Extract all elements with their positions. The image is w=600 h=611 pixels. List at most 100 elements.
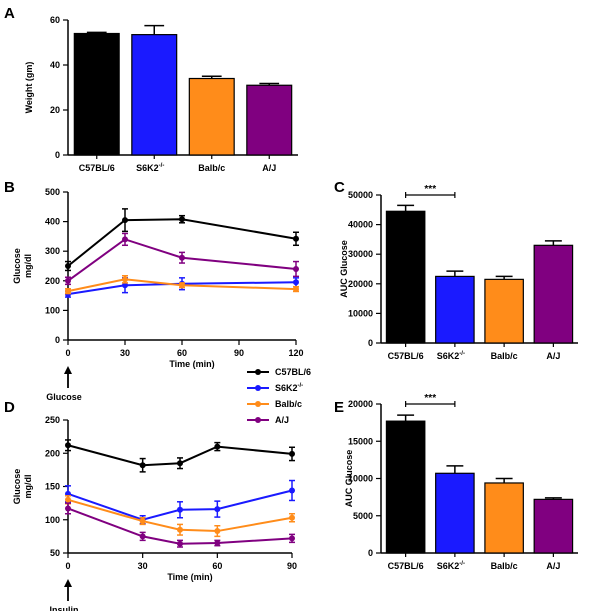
data-point-a-j xyxy=(122,236,128,243)
x-tick-label-a-j: A/J xyxy=(546,561,560,571)
y-axis-label: Glucose xyxy=(12,469,22,505)
data-point-s6k2 xyxy=(293,279,299,286)
data-point-balb-c xyxy=(177,526,183,533)
x-tick-label-120: 120 xyxy=(288,348,303,358)
y-tick-label-15000: 15000 xyxy=(348,436,373,446)
stimulus-arrow-head xyxy=(64,579,72,587)
bar-c57bl-6 xyxy=(385,210,426,344)
data-point-a-j xyxy=(293,265,299,272)
stimulus-label: Glucose xyxy=(46,392,82,402)
panel-d: D 50 100 150 200 250 0 30 60 90 Time (min) Glucose m… xyxy=(4,399,297,611)
series-line-c57bl-6 xyxy=(67,218,297,267)
data-point-a-j xyxy=(177,540,183,547)
y-tick-label-30000: 30000 xyxy=(348,249,373,259)
y-tick-label-0: 0 xyxy=(55,335,60,345)
data-point-balb-c xyxy=(65,288,71,295)
series-line-s6k2 xyxy=(67,281,297,296)
data-point-s6k2 xyxy=(214,506,221,513)
x-tick-label-c57bl-6: C57BL/6 xyxy=(388,561,424,571)
x-axis-label: Time (min) xyxy=(167,572,212,582)
x-tick-label-0: 0 xyxy=(65,348,70,358)
x-tick-label-s6k2: S6K2-/- xyxy=(437,561,465,571)
y-tick-label-0: 0 xyxy=(368,338,373,348)
data-point-s6k2 xyxy=(177,506,183,513)
legend-label-balb-c: Balb/c xyxy=(275,399,302,409)
legend-swatch-marker-balb-c xyxy=(255,401,261,407)
y-tick-label-20000: 20000 xyxy=(348,279,373,289)
panel-letter: C xyxy=(334,179,345,196)
y-axis-label: Weight (gm) xyxy=(24,62,34,114)
bar-a-j xyxy=(246,84,293,156)
x-tick-label-s6k2-superscript: -/- xyxy=(459,561,465,567)
y-tick-label-0: 0 xyxy=(55,150,60,160)
panel-e: E 0 5000 10000 15000 20000 AUC Glucose C57BL/6 S… xyxy=(334,393,578,571)
data-point-balb-c xyxy=(122,276,128,283)
x-tick-label-a-j: A/J xyxy=(262,163,276,173)
panel-letter: A xyxy=(4,5,15,22)
bar-balb-c xyxy=(484,278,524,344)
data-point-c57bl-6 xyxy=(65,442,71,449)
y-tick-label-5000: 5000 xyxy=(353,511,373,521)
significance-label: *** xyxy=(424,393,436,404)
panel-letter: E xyxy=(334,399,344,416)
data-point-balb-c xyxy=(289,514,295,521)
y-tick-label-100: 100 xyxy=(45,305,60,315)
y-tick-label-150: 150 xyxy=(45,482,60,492)
data-point-c57bl-6 xyxy=(289,450,295,457)
x-tick-label-60: 60 xyxy=(177,348,187,358)
legend-swatch-marker-c57bl-6 xyxy=(255,369,261,375)
series-line-balb-c xyxy=(67,278,297,293)
y-tick-label-100: 100 xyxy=(45,515,60,525)
y-tick-label-10000: 10000 xyxy=(348,474,373,484)
data-point-a-j xyxy=(139,533,146,540)
y-tick-label-40: 40 xyxy=(50,60,60,70)
bar-balb-c xyxy=(484,482,524,554)
x-tick-label-60: 60 xyxy=(212,561,222,571)
data-point-balb-c xyxy=(214,528,221,535)
x-tick-label-30: 30 xyxy=(120,348,130,358)
data-point-a-j xyxy=(289,535,295,542)
data-point-balb-c xyxy=(139,518,146,525)
series-line-a-j xyxy=(67,238,297,282)
y-tick-label-300: 300 xyxy=(45,246,60,256)
x-axis-label: Time (min) xyxy=(169,359,214,369)
data-point-c57bl-6 xyxy=(179,216,185,223)
panel-a: A 0 20 40 60 Weight (gm) C57BL/6 S6K2-/- Balb/c A… xyxy=(4,5,298,173)
legend-swatch-marker-a-j xyxy=(255,417,261,423)
data-point-a-j xyxy=(65,277,71,284)
x-tick-label-30: 30 xyxy=(138,561,148,571)
y-tick-label-20: 20 xyxy=(50,105,60,115)
bar-s6k2 xyxy=(435,275,475,344)
x-tick-label-0: 0 xyxy=(65,561,70,571)
x-tick-label-s6k2: S6K2-/- xyxy=(437,351,465,361)
x-tick-label-balb-c: Balb/c xyxy=(491,561,518,571)
y-axis-label: AUC Glucose xyxy=(339,240,349,298)
data-point-c57bl-6 xyxy=(177,460,183,467)
data-point-balb-c xyxy=(65,496,71,503)
y-tick-label-400: 400 xyxy=(45,217,60,227)
y-tick-label-250: 250 xyxy=(45,415,60,425)
stimulus-arrow-head xyxy=(64,366,72,374)
y-tick-label-0: 0 xyxy=(368,548,373,558)
data-point-a-j xyxy=(179,254,185,261)
x-tick-label-s6k2: S6K2-/- xyxy=(136,163,164,173)
y-tick-label-500: 500 xyxy=(45,187,60,197)
data-point-balb-c xyxy=(293,286,299,293)
y-axis-label: AUC Glucose xyxy=(344,450,354,508)
data-point-c57bl-6 xyxy=(293,235,299,242)
x-tick-label-balb-c: Balb/c xyxy=(198,163,225,173)
bar-c57bl-6 xyxy=(385,420,426,554)
y-tick-label-50: 50 xyxy=(50,548,60,558)
y-tick-label-50000: 50000 xyxy=(348,190,373,200)
x-tick-label-c57bl-6: C57BL/6 xyxy=(388,351,424,361)
x-tick-label-90: 90 xyxy=(234,348,244,358)
panel-letter: B xyxy=(4,179,15,196)
panel-c: C 0 10000 20000 30000 40000 50000 AUC Glucose C5… xyxy=(334,179,578,361)
y-axis-label-unit: mg/dl xyxy=(23,254,33,278)
bar-s6k2 xyxy=(131,34,178,156)
bar-s6k2 xyxy=(435,472,475,554)
y-tick-label-200: 200 xyxy=(45,276,60,286)
y-tick-label-10000: 10000 xyxy=(348,308,373,318)
data-point-c57bl-6 xyxy=(122,217,128,224)
